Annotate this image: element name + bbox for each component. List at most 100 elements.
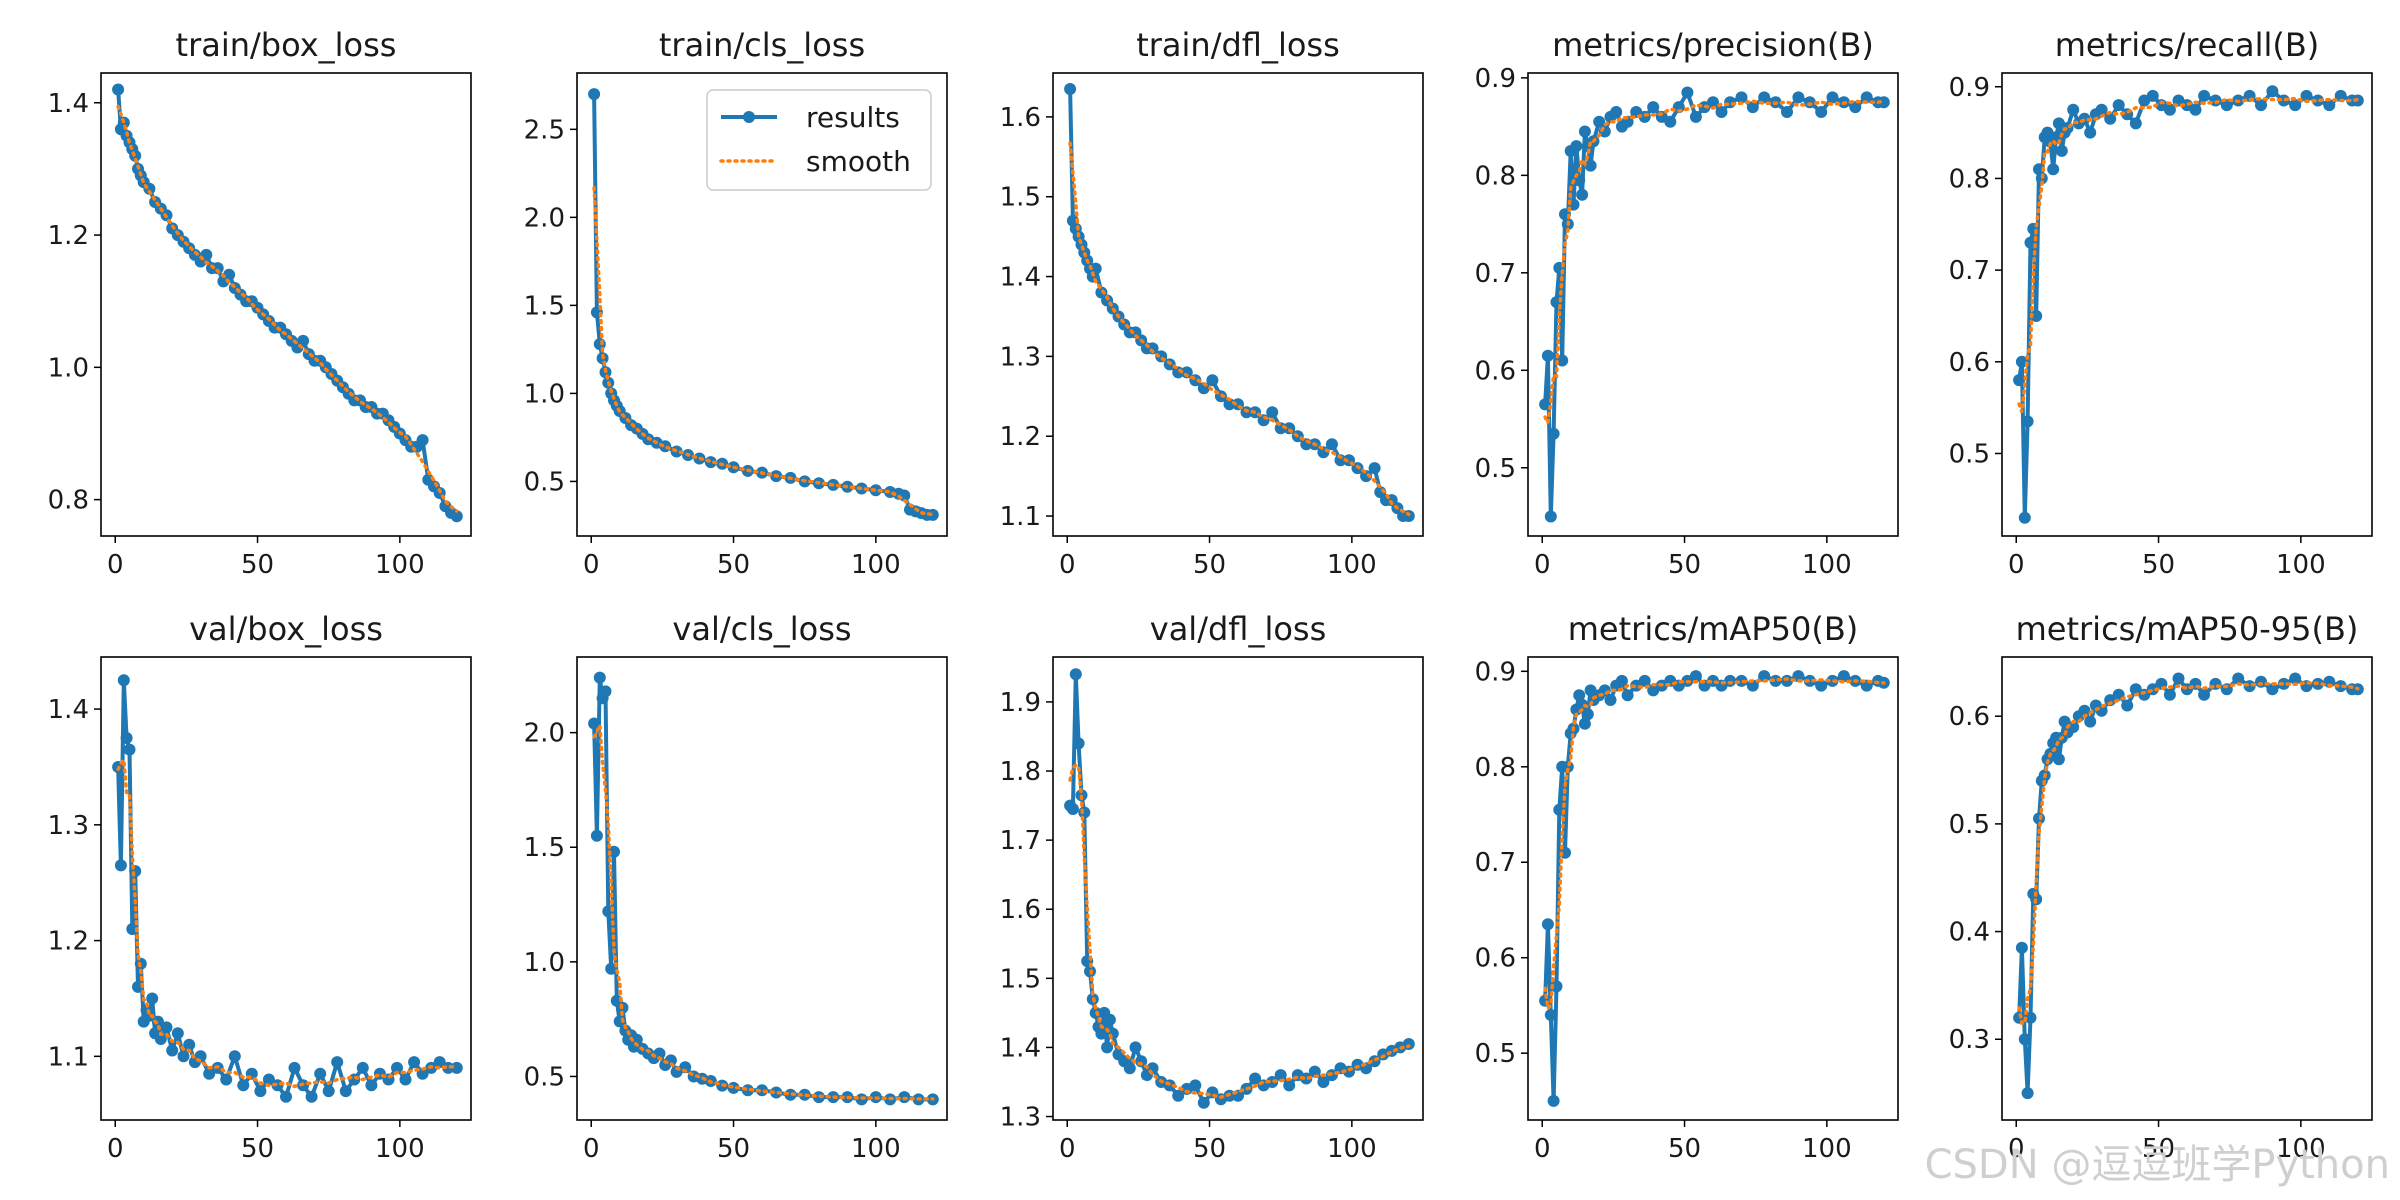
results-point [1544, 1009, 1557, 1021]
results-point [1544, 510, 1557, 523]
results-point [1758, 91, 1771, 104]
legend-smooth-label: smooth [806, 145, 911, 178]
results-point [117, 674, 130, 687]
results-point [1197, 1096, 1210, 1109]
results-point [112, 83, 125, 96]
x-tick-label: 50 [1193, 1134, 1226, 1164]
x-tick-label: 100 [2276, 1134, 2326, 1164]
results-point [1550, 980, 1563, 993]
plot-frame [1052, 72, 1424, 537]
legend-results-marker [743, 111, 755, 123]
subplot-title: metrics/recall(B) [2055, 26, 2320, 64]
results-point [1547, 427, 1560, 440]
results-point [1689, 670, 1702, 683]
results-point [146, 992, 159, 1005]
y-tick-label: 0.5 [1949, 810, 1990, 840]
y-tick-label: 1.6 [1000, 103, 1041, 133]
x-tick-label: 100 [1327, 550, 1377, 580]
results-point [2067, 103, 2080, 116]
y-tick-label: 0.6 [1475, 356, 1516, 386]
results-point [399, 1073, 412, 1086]
y-tick-label: 2.0 [524, 203, 565, 233]
subplot-9: metrics/mAP50(B) 0 50 100 0.5 0.6 0.7 0.8 0.9 [1475, 610, 1899, 1164]
results-point [1578, 717, 1591, 730]
results-point [211, 262, 224, 275]
results-point [114, 859, 127, 872]
results-point [2198, 688, 2211, 701]
results-point [1638, 674, 1651, 687]
x-tick-label: 100 [375, 550, 425, 580]
results-point [1815, 106, 1828, 118]
results-point [2289, 672, 2302, 685]
y-tick-label: 2.0 [524, 719, 565, 749]
results-point [154, 1033, 167, 1045]
results-series-line [2017, 676, 2358, 1096]
y-tick-label: 1.0 [524, 948, 565, 978]
results-point [2018, 511, 2031, 524]
results-point [1576, 698, 1589, 711]
y-tick-label: 1.1 [48, 1042, 89, 1072]
subplot-title: metrics/mAP50-95(B) [2016, 610, 2359, 648]
results-point [1715, 106, 1728, 118]
results-point [1758, 670, 1771, 683]
plot-frame [1052, 656, 1424, 1121]
results-point [2015, 941, 2028, 954]
x-tick-label: 0 [107, 550, 124, 580]
results-point [2163, 103, 2176, 116]
results-point [1146, 342, 1159, 355]
y-tick-label: 0.3 [1949, 1025, 1990, 1055]
results-point [143, 1009, 156, 1022]
subplot-title: train/dfl_loss [1136, 26, 1340, 64]
x-tick-label: 50 [1193, 550, 1226, 580]
results-point [123, 743, 136, 756]
x-tick-label: 0 [1059, 1134, 1076, 1164]
y-tick-label: 0.8 [48, 486, 89, 516]
results-point [1877, 96, 1890, 109]
x-tick-label: 0 [1059, 550, 1076, 580]
results-point [1689, 110, 1702, 123]
y-tick-label: 0.5 [524, 467, 565, 497]
results-point [183, 1038, 196, 1051]
results-point [1541, 349, 1554, 362]
results-point [926, 508, 939, 521]
results-point [2311, 94, 2324, 107]
smooth-series-line [592, 724, 935, 1101]
results-point [2112, 99, 2125, 112]
y-tick-label: 1.0 [524, 379, 565, 409]
x-tick-label: 0 [1534, 550, 1551, 580]
results-point [297, 334, 310, 347]
y-tick-label: 0.8 [1949, 164, 1990, 194]
x-tick-label: 0 [2008, 1134, 2025, 1164]
results-point [2323, 99, 2336, 112]
results-point [1664, 115, 1677, 128]
y-tick-label: 1.6 [1000, 895, 1041, 925]
subplot-grid: train/box_loss 0 50 100 0.8 1.0 1.2 1.4 train/cl… [48, 26, 2373, 1164]
results-point [770, 1086, 783, 1099]
x-tick-label: 50 [241, 550, 274, 580]
results-point [605, 962, 618, 975]
results-point [1593, 115, 1606, 128]
results-series-line [2017, 89, 2358, 520]
results-series-line [116, 678, 457, 1099]
y-tick-label: 1.4 [1000, 263, 1041, 293]
y-tick-label: 1.4 [48, 89, 89, 119]
results-point [1539, 398, 1552, 411]
y-tick-label: 1.9 [1000, 688, 1041, 718]
x-tick-label: 100 [1327, 1134, 1377, 1164]
results-point [1103, 1013, 1116, 1026]
x-tick-label: 100 [2276, 550, 2326, 580]
plot-frame [100, 656, 472, 1121]
results-point [237, 1079, 250, 1092]
x-tick-label: 50 [1668, 1134, 1701, 1164]
y-tick-label: 1.8 [1000, 757, 1041, 787]
results-point [2334, 680, 2347, 693]
results-point [2084, 715, 2097, 728]
results-point [1803, 96, 1816, 109]
results-point [588, 717, 601, 730]
y-tick-label: 1.1 [1000, 502, 1041, 532]
results-point [2030, 310, 2043, 322]
plot-frame [2001, 72, 2373, 537]
results-point [1300, 1072, 1313, 1085]
results-point [262, 1073, 275, 1086]
